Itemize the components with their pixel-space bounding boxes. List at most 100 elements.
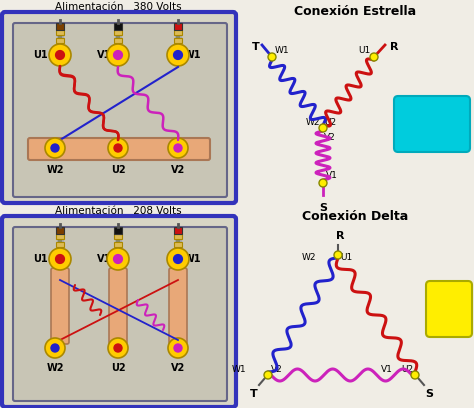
Text: U1: U1 (359, 46, 371, 55)
Text: R: R (336, 231, 344, 241)
Bar (175, 35, 181, 38)
Text: T: T (252, 42, 260, 52)
Bar (174, 30, 182, 35)
Circle shape (168, 138, 188, 158)
Bar (56, 30, 64, 35)
Circle shape (49, 44, 71, 66)
Circle shape (45, 138, 65, 158)
Text: U2: U2 (324, 118, 336, 127)
Text: V2: V2 (171, 165, 185, 175)
Bar (114, 23, 122, 30)
Circle shape (173, 51, 182, 60)
Text: T: T (250, 389, 258, 399)
Text: V1: V1 (326, 171, 338, 180)
Bar (174, 23, 182, 30)
Text: W2: W2 (46, 363, 64, 373)
Circle shape (174, 144, 182, 152)
Bar (115, 35, 121, 38)
Text: Alimentación   208 Volts: Alimentación 208 Volts (55, 206, 182, 216)
Circle shape (107, 44, 129, 66)
Text: V1: V1 (97, 50, 111, 60)
Circle shape (174, 344, 182, 352)
Bar (174, 242, 182, 247)
Circle shape (168, 338, 188, 358)
Text: W2: W2 (306, 118, 320, 127)
Circle shape (173, 255, 182, 264)
Text: W1: W1 (183, 254, 201, 264)
Text: U1: U1 (33, 50, 47, 60)
Bar (115, 239, 121, 242)
Text: Bajo
Voltaje: Bajo Voltaje (426, 295, 472, 323)
Circle shape (264, 371, 272, 379)
Circle shape (55, 51, 64, 60)
Circle shape (51, 344, 59, 352)
Text: U2: U2 (111, 165, 125, 175)
Text: S: S (425, 389, 433, 399)
Text: U1: U1 (340, 253, 352, 262)
Bar (114, 227, 122, 234)
FancyBboxPatch shape (394, 96, 470, 152)
Circle shape (268, 53, 276, 61)
Text: V2: V2 (324, 133, 336, 142)
Circle shape (319, 179, 327, 187)
Text: W1: W1 (231, 366, 246, 375)
Text: Alimentación   380 Volts: Alimentación 380 Volts (55, 2, 182, 12)
Circle shape (108, 138, 128, 158)
Text: W1: W1 (275, 46, 290, 55)
FancyBboxPatch shape (28, 138, 210, 160)
Circle shape (114, 344, 122, 352)
Text: Conexión Estrella: Conexión Estrella (294, 5, 416, 18)
Text: Conexión Delta: Conexión Delta (302, 210, 408, 223)
Bar (56, 227, 64, 234)
Text: S: S (319, 203, 327, 213)
Bar (114, 234, 122, 239)
FancyBboxPatch shape (169, 268, 187, 344)
Text: R: R (390, 42, 399, 52)
FancyBboxPatch shape (13, 227, 227, 401)
Text: W2: W2 (301, 253, 316, 262)
Text: U2: U2 (401, 366, 413, 375)
Bar (114, 30, 122, 35)
Circle shape (319, 124, 327, 132)
Circle shape (108, 338, 128, 358)
FancyBboxPatch shape (2, 216, 236, 407)
Text: Alto
Voltaje: Alto Voltaje (409, 110, 455, 138)
Circle shape (45, 338, 65, 358)
Bar (114, 38, 122, 43)
Circle shape (49, 248, 71, 270)
Bar (175, 239, 181, 242)
Circle shape (114, 51, 122, 60)
Circle shape (114, 144, 122, 152)
Bar (56, 234, 64, 239)
Text: V1: V1 (97, 254, 111, 264)
Text: V2: V2 (271, 366, 283, 375)
Bar (174, 38, 182, 43)
FancyBboxPatch shape (2, 12, 236, 203)
Bar (56, 23, 64, 30)
Bar (174, 227, 182, 234)
Circle shape (107, 248, 129, 270)
Bar (56, 242, 64, 247)
Text: W1: W1 (183, 50, 201, 60)
Text: U1: U1 (33, 254, 47, 264)
Bar (57, 239, 63, 242)
Circle shape (411, 371, 419, 379)
Circle shape (167, 248, 189, 270)
Circle shape (370, 53, 378, 61)
FancyBboxPatch shape (426, 281, 472, 337)
Text: V1: V1 (381, 366, 393, 375)
Text: V2: V2 (171, 363, 185, 373)
Bar (174, 234, 182, 239)
Circle shape (55, 255, 64, 264)
Text: U2: U2 (111, 363, 125, 373)
Bar (57, 35, 63, 38)
Circle shape (51, 144, 59, 152)
Circle shape (167, 44, 189, 66)
FancyBboxPatch shape (13, 23, 227, 197)
FancyBboxPatch shape (109, 268, 127, 344)
Text: W2: W2 (46, 165, 64, 175)
Circle shape (334, 251, 342, 259)
FancyBboxPatch shape (51, 268, 69, 344)
Bar (114, 242, 122, 247)
Bar (56, 38, 64, 43)
